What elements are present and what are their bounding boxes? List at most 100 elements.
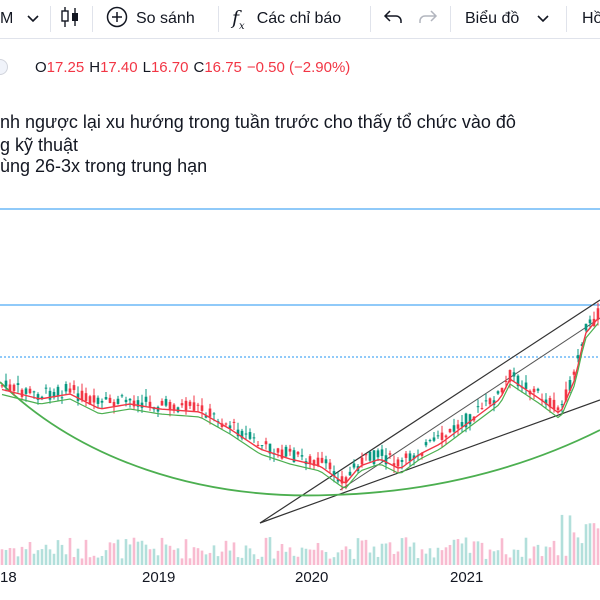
ma-short-line[interactable] — [1, 317, 599, 484]
candle-body — [332, 471, 336, 477]
volume-bar — [72, 557, 76, 565]
volume-bar — [232, 542, 236, 565]
volume-bar — [88, 557, 92, 565]
volume-bar — [424, 553, 428, 565]
volume-bar — [508, 557, 512, 565]
candle-body — [48, 390, 52, 400]
candle-body — [228, 425, 232, 429]
candle-body — [72, 385, 76, 391]
candle-body — [52, 391, 56, 398]
trend-line-lower[interactable] — [259, 399, 600, 524]
candle-body — [500, 387, 504, 393]
volume-bar — [36, 550, 40, 565]
volume-bar — [68, 537, 72, 565]
toolbar-divider — [92, 6, 93, 32]
candle-body — [552, 399, 556, 410]
volume-bar — [236, 557, 240, 565]
volume-bar — [540, 556, 544, 565]
candle-body — [576, 355, 580, 359]
low-label: L — [142, 58, 151, 76]
candle-body — [296, 451, 300, 455]
ma-long-curve[interactable] — [0, 381, 600, 497]
volume-bar — [56, 540, 60, 565]
volume-bar — [168, 545, 172, 565]
volume-bar — [180, 558, 184, 565]
function-icon: fx — [232, 6, 245, 32]
undo-button[interactable] — [383, 0, 403, 38]
candle-body — [160, 400, 164, 406]
interval-button[interactable]: M — [0, 0, 39, 38]
volume-bar — [360, 540, 364, 565]
candle-body — [340, 476, 344, 484]
volume-bar — [136, 541, 140, 565]
candle-body — [64, 384, 68, 392]
candle-body — [8, 384, 12, 392]
indicators-button[interactable]: fx Các chỉ báo — [232, 0, 341, 38]
volume-bar — [328, 558, 332, 565]
candle-body — [212, 413, 216, 415]
chevron-down-icon — [27, 10, 39, 28]
volume-bar — [80, 558, 84, 565]
candles-button[interactable] — [60, 0, 80, 38]
candle-body — [564, 389, 568, 401]
candlestick-series[interactable] — [0, 302, 600, 491]
volume-bar — [288, 547, 292, 565]
indicators-label: Các chỉ báo — [256, 10, 342, 27]
candle-body — [548, 398, 552, 408]
price-chart[interactable] — [0, 190, 600, 600]
candle-body — [84, 393, 88, 401]
volume-bar — [352, 558, 356, 565]
volume-bar — [240, 557, 244, 565]
candle-body — [556, 407, 560, 411]
volume-bar — [516, 549, 520, 565]
candle-body — [20, 389, 24, 397]
candle-body — [76, 393, 80, 401]
ma-mid-line[interactable] — [1, 323, 599, 489]
volume-bar — [568, 515, 572, 565]
trend-line-upper[interactable] — [259, 299, 600, 524]
candle-body — [136, 400, 140, 407]
volume-bar — [364, 539, 368, 565]
candle-body — [480, 408, 484, 410]
volume-bar — [116, 539, 120, 565]
volume-bar — [556, 555, 560, 565]
toolbar-overflow-button[interactable]: Hồ — [582, 0, 600, 38]
volume-bar — [552, 540, 556, 565]
candle-body — [536, 388, 540, 391]
volume-bar — [436, 547, 440, 565]
redo-button[interactable] — [418, 0, 438, 38]
volume-bar — [200, 550, 204, 565]
plus-circle-icon — [106, 6, 128, 33]
candle-body — [200, 405, 204, 411]
candle-body — [544, 399, 548, 405]
chart-type-button[interactable]: Biểu đồ — [465, 0, 549, 38]
volume-bar — [592, 523, 596, 565]
candle-body — [264, 441, 268, 445]
candle-body — [248, 432, 252, 439]
volume-bar — [432, 557, 436, 565]
volume-bar — [404, 537, 408, 565]
volume-bar — [428, 548, 432, 565]
compare-button[interactable]: So sánh — [106, 0, 195, 38]
volume-bar — [296, 556, 300, 565]
candle-body — [516, 375, 520, 387]
volume-bar — [96, 557, 100, 565]
candle-body — [196, 404, 200, 406]
candle-body — [164, 398, 168, 406]
candle-body — [176, 407, 180, 412]
candle-body — [344, 477, 348, 483]
volume-bar — [528, 558, 532, 565]
volume-bar — [92, 555, 96, 565]
volume-bar — [532, 546, 536, 565]
volume-bar — [280, 544, 284, 565]
candle-body — [16, 383, 20, 385]
toolbar-divider — [450, 6, 451, 32]
volume-bar — [476, 541, 480, 565]
candle-body — [88, 396, 92, 405]
x-axis-label: 2019 — [142, 569, 176, 586]
candle-body — [348, 471, 352, 476]
volume-bar — [520, 556, 524, 565]
candle-body — [468, 414, 472, 425]
volume-bar — [128, 544, 132, 565]
candle-body — [168, 402, 172, 410]
